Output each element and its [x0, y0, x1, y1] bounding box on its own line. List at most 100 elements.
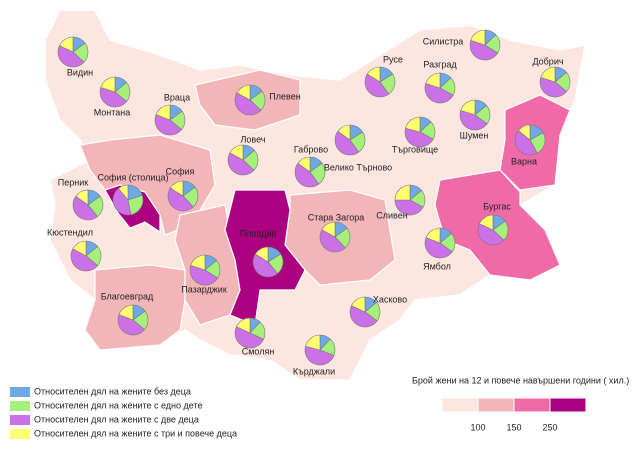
pie-slice [351, 296, 366, 313]
pie-slice [394, 184, 411, 201]
pie-slice [57, 45, 85, 68]
region-label: Силистра [423, 36, 463, 46]
region-label: Търговище [392, 144, 438, 154]
pie-slice [469, 39, 499, 61]
region-label: Плевен [269, 91, 300, 101]
region-label: Перник [58, 177, 88, 187]
pie-slice [425, 227, 441, 244]
legend-label: Относителен дял на жените с три и повече… [34, 428, 237, 438]
region-label: Стара Загора [308, 212, 365, 222]
region-label: Хасково [373, 294, 407, 304]
pie-slice [514, 130, 538, 156]
region-label: Шумен [460, 130, 489, 140]
region-label: София [166, 166, 195, 176]
pie-slice [169, 180, 184, 197]
scale-box [477, 397, 515, 413]
pies: Видин Монтана Враца Плевен Ловеч Габрово Велик… [47, 29, 571, 376]
pie-slice [99, 86, 127, 108]
legend-label: Относителен дял на жените с едно дете [34, 400, 203, 410]
pie-slice [394, 199, 424, 216]
region-label: Ловеч [241, 134, 266, 144]
region-label: Разград [423, 59, 457, 69]
region-label: Русе [383, 54, 403, 64]
pie-slice [294, 162, 320, 188]
pie-slice [70, 248, 98, 272]
pie-slice [321, 221, 336, 238]
region-label: Кюстендил [47, 227, 93, 237]
pie-slice [112, 188, 132, 216]
region-label: Велико Търново [324, 162, 392, 172]
region-label: Габрово [294, 144, 328, 154]
pie-slice [305, 334, 321, 351]
region-label: Кърджали [293, 366, 335, 376]
pie-slice [118, 184, 129, 201]
pie-slice [404, 127, 434, 148]
pie-slice [227, 152, 255, 176]
pie-slice [167, 187, 194, 212]
pie-slice [425, 72, 441, 89]
pie-slice [518, 124, 531, 141]
pie-slice [75, 189, 89, 206]
pie-slice [540, 66, 556, 83]
region-label: Пазарджик [181, 284, 227, 294]
pie-slice [459, 109, 488, 131]
pie-slice [100, 76, 116, 93]
region-label: Смолян [242, 346, 275, 356]
region-label: Сливен [376, 210, 407, 220]
pie-slice [366, 66, 381, 83]
pie-slice [252, 253, 278, 278]
pie-slice [460, 99, 476, 116]
region-label: Бургас [483, 201, 511, 211]
scale-title: Брой жени на 12 и повече навършени годин… [412, 375, 629, 385]
scale-box [513, 397, 551, 413]
legend-swatch [10, 429, 30, 439]
legend-swatch [10, 415, 30, 425]
pie-slice [190, 254, 206, 271]
pie-slice [236, 84, 251, 101]
scale-box [441, 397, 479, 413]
pie-slice [229, 144, 244, 161]
region-label: Враца [164, 92, 190, 102]
pie-slice [155, 104, 171, 121]
pie-slice [424, 82, 454, 104]
region-label: Ямбол [423, 261, 451, 271]
pie-slice [59, 36, 74, 53]
pie-slice [304, 345, 335, 366]
pie-slice [236, 317, 251, 334]
pie-slice [337, 124, 351, 141]
pie-slice [297, 156, 311, 173]
region-label: Благоевград [101, 291, 154, 301]
pie-slice [234, 92, 262, 116]
scale-label: 100 [470, 422, 485, 432]
legend-swatch [10, 387, 30, 397]
region-label: София (столица) [97, 172, 168, 182]
legend-swatch [10, 401, 30, 411]
legend-label: Относителен дял на жените с две деца [34, 414, 199, 424]
region-label: Добрич [532, 56, 563, 66]
pie-slice [424, 237, 453, 259]
region-label: Пловдив [240, 228, 277, 238]
legend: Относителен дял на жените без деца Относи… [10, 375, 629, 439]
pie-slice [477, 223, 505, 246]
pie-slice [117, 314, 145, 336]
region-label: Монтана [94, 107, 131, 117]
pie-slice [154, 114, 182, 136]
region-label: Варна [511, 156, 537, 166]
pie-slice [72, 195, 98, 221]
pie-slice [539, 76, 567, 98]
pie-slice [364, 73, 390, 98]
pie-slice [72, 240, 87, 257]
region-label: Видин [67, 67, 93, 77]
legend-label: Относителен дял на жените без деца [34, 386, 191, 396]
scale-box [549, 397, 587, 413]
pie-slice [319, 229, 346, 253]
pie-slice [234, 326, 264, 349]
pie-slice [118, 304, 134, 321]
pie-slice [334, 130, 360, 156]
pie-slice [189, 264, 219, 286]
pie-slice [254, 246, 269, 263]
pie-slice [470, 29, 486, 46]
pie-slice [479, 214, 494, 231]
scale-label: 250 [542, 422, 557, 432]
